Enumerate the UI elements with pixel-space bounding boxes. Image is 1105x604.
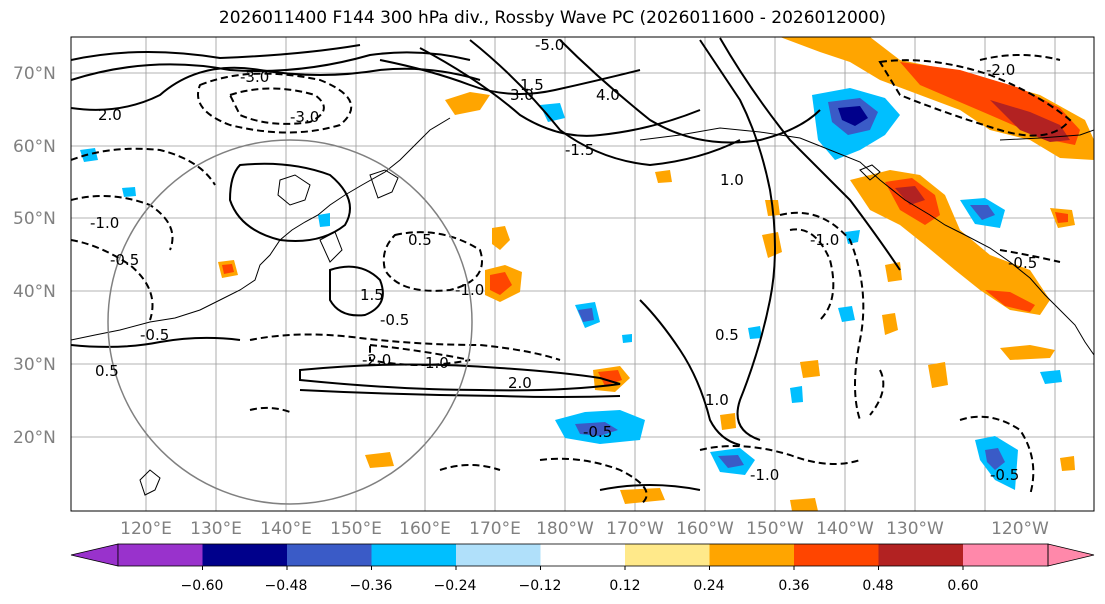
contour-label: -1.0 bbox=[90, 214, 119, 232]
longitude-labels: 120°E 130°E 140°E 150°E 160°E 170°E 180°… bbox=[120, 519, 1049, 539]
lon-label: 150°W bbox=[746, 519, 804, 539]
colorbar-tick-label: 0.36 bbox=[778, 578, 809, 594]
colorbar-bin bbox=[202, 544, 287, 566]
colorbar-bin bbox=[287, 544, 372, 566]
lon-label: 140°W bbox=[816, 519, 874, 539]
colorbar-bin bbox=[118, 544, 203, 566]
contour-labels: -5.0 -3.0 -3.0 -2.0 -2.0 -1.5 -1.0 -1.0 … bbox=[90, 36, 1037, 484]
lat-label: 50°N bbox=[13, 209, 56, 229]
lon-label: 130°E bbox=[190, 519, 242, 539]
colorbar-bin bbox=[709, 544, 794, 566]
contour-label: -3.0 bbox=[290, 108, 319, 126]
colorbar-extend-max bbox=[1047, 543, 1095, 567]
lat-label: 40°N bbox=[13, 282, 56, 302]
lon-label: 160°W bbox=[676, 519, 734, 539]
contour-label: -1.0 bbox=[455, 281, 484, 299]
colorbar-ticks: −0.60 −0.48 −0.36 −0.24 −0.12 0.12 0.24 … bbox=[181, 578, 979, 594]
contour-label: 2.0 bbox=[98, 106, 122, 124]
lon-label: 180°W bbox=[536, 519, 594, 539]
contour-label: -0.5 bbox=[140, 326, 169, 344]
colorbar-tick-label: 0.48 bbox=[862, 578, 893, 594]
contour-label: -1.0 bbox=[750, 466, 779, 484]
contour-label: 0.5 bbox=[95, 362, 119, 380]
chart-title: 2026011400 F144 300 hPa div., Rossby Wav… bbox=[218, 8, 887, 28]
contour-label: -3.0 bbox=[240, 68, 269, 86]
contour-label: 1.0 bbox=[425, 354, 449, 372]
contour-label: -2.0 bbox=[986, 61, 1015, 79]
lon-label: 170°W bbox=[606, 519, 664, 539]
colorbar-tick-label: 0.60 bbox=[947, 578, 978, 594]
contour-label: -5.0 bbox=[535, 36, 564, 54]
contour-label: -0.5 bbox=[1008, 254, 1037, 272]
colorbar-tick-label: −0.12 bbox=[519, 578, 562, 594]
lon-label: 140°E bbox=[260, 519, 312, 539]
contour-label: -1.0 bbox=[810, 231, 839, 249]
colorbar-tick-label: 0.24 bbox=[693, 578, 724, 594]
colorbar-extend-min bbox=[70, 543, 119, 567]
lat-label: 30°N bbox=[13, 355, 56, 375]
negative-contours bbox=[71, 54, 1072, 506]
colorbar-bin bbox=[963, 544, 1048, 566]
lon-label: 150°E bbox=[330, 519, 382, 539]
colorbar-tick-label: 0.12 bbox=[609, 578, 640, 594]
contour-label: 1.5 bbox=[360, 286, 384, 304]
contour-label: 3.0 bbox=[510, 86, 534, 104]
contour-label: -0.5 bbox=[110, 251, 139, 269]
contour-label: -0.5 bbox=[583, 423, 612, 441]
lon-label: 130°W bbox=[886, 519, 944, 539]
contour-label: 1.0 bbox=[705, 391, 729, 409]
contour-label: -2.0 bbox=[362, 351, 391, 369]
colorbar-bin bbox=[625, 544, 710, 566]
colorbar-tick-label: −0.24 bbox=[434, 578, 477, 594]
contour-label: 4.0 bbox=[596, 86, 620, 104]
positive-contours bbox=[71, 37, 901, 491]
latitude-labels: 70°N 60°N 50°N 40°N 30°N 20°N bbox=[13, 64, 56, 448]
contour-label: -1.5 bbox=[565, 141, 594, 159]
contour-label: 1.0 bbox=[720, 171, 744, 189]
colorbar-bin bbox=[371, 544, 456, 566]
lon-label: 160°E bbox=[399, 519, 451, 539]
contour-label: 1.5 bbox=[520, 76, 544, 94]
contour-label: 0.5 bbox=[715, 326, 739, 344]
contour-label: 0.5 bbox=[408, 231, 432, 249]
map-frame bbox=[70, 36, 1095, 512]
lat-label: 70°N bbox=[13, 64, 56, 84]
colorbar-bin bbox=[540, 544, 625, 566]
colorbar-outline bbox=[117, 543, 1049, 567]
reference-circle bbox=[107, 139, 473, 505]
colorbar-tick-label: −0.48 bbox=[265, 578, 308, 594]
contour-label: -0.5 bbox=[380, 311, 409, 329]
contour-label: 2.0 bbox=[508, 374, 532, 392]
lon-label: 170°E bbox=[469, 519, 521, 539]
divergence-shading bbox=[80, 37, 1094, 511]
lon-label: 120°E bbox=[120, 519, 172, 539]
colorbar bbox=[70, 543, 1095, 570]
lat-label: 60°N bbox=[13, 137, 56, 157]
colorbar-bin bbox=[878, 544, 963, 566]
colorbar-tick-label: −0.36 bbox=[350, 578, 393, 594]
colorbar-bin bbox=[456, 544, 541, 566]
lat-label: 20°N bbox=[13, 428, 56, 448]
lon-label: 120°W bbox=[991, 519, 1049, 539]
colorbar-tick-label: −0.60 bbox=[181, 578, 224, 594]
contour-label: -0.5 bbox=[990, 466, 1019, 484]
colorbar-bin bbox=[794, 544, 879, 566]
